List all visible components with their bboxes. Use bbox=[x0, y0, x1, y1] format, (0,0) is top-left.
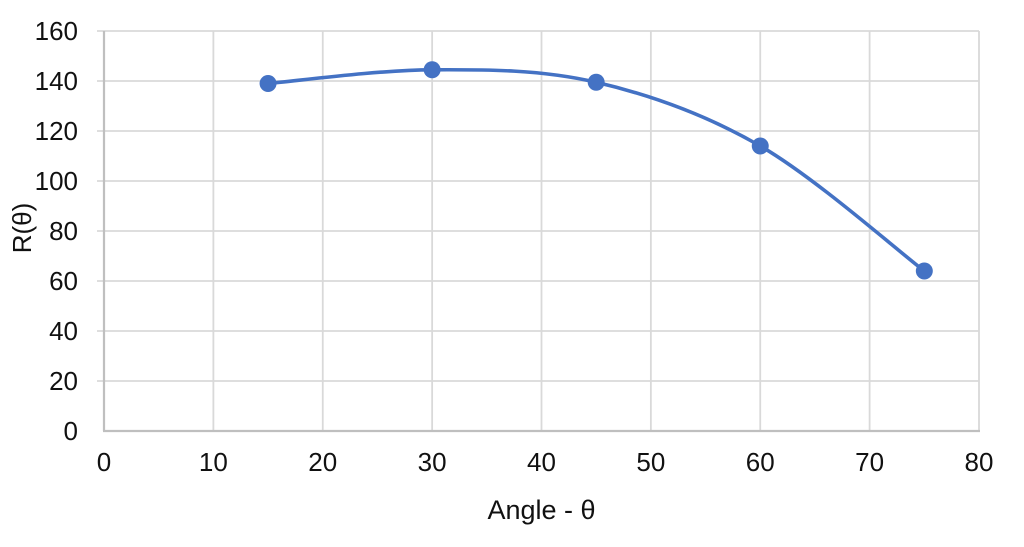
y-tick-label: 140 bbox=[35, 66, 78, 96]
x-tick-label: 30 bbox=[418, 447, 447, 477]
data-point-marker bbox=[259, 75, 277, 92]
x-tick-label: 20 bbox=[308, 447, 337, 477]
x-axis-title: Angle - θ bbox=[487, 495, 596, 525]
y-axis-title: R(θ) bbox=[7, 202, 37, 254]
series-line bbox=[266, 67, 927, 273]
x-tick-label: 40 bbox=[527, 447, 556, 477]
data-point-marker bbox=[423, 61, 441, 79]
x-tick-label: 70 bbox=[855, 447, 884, 477]
x-tick-label: 0 bbox=[97, 447, 111, 477]
y-tick-label: 120 bbox=[35, 116, 78, 146]
x-tick-label: 80 bbox=[965, 447, 994, 477]
y-tick-label: 100 bbox=[35, 166, 78, 196]
y-tick-label: 80 bbox=[49, 216, 78, 246]
y-tick-label: 20 bbox=[49, 366, 78, 396]
data-point-marker bbox=[587, 73, 605, 91]
y-tick-label: 60 bbox=[49, 266, 78, 296]
data-point-marker bbox=[751, 137, 769, 155]
y-tick-label: 0 bbox=[64, 416, 78, 446]
y-tick-label: 160 bbox=[35, 16, 78, 46]
y-tick-label: 40 bbox=[49, 316, 78, 346]
x-tick-label: 10 bbox=[199, 447, 228, 477]
data-point-marker bbox=[915, 262, 933, 280]
x-tick-label: 60 bbox=[746, 447, 775, 477]
x-tick-label: 50 bbox=[636, 447, 665, 477]
